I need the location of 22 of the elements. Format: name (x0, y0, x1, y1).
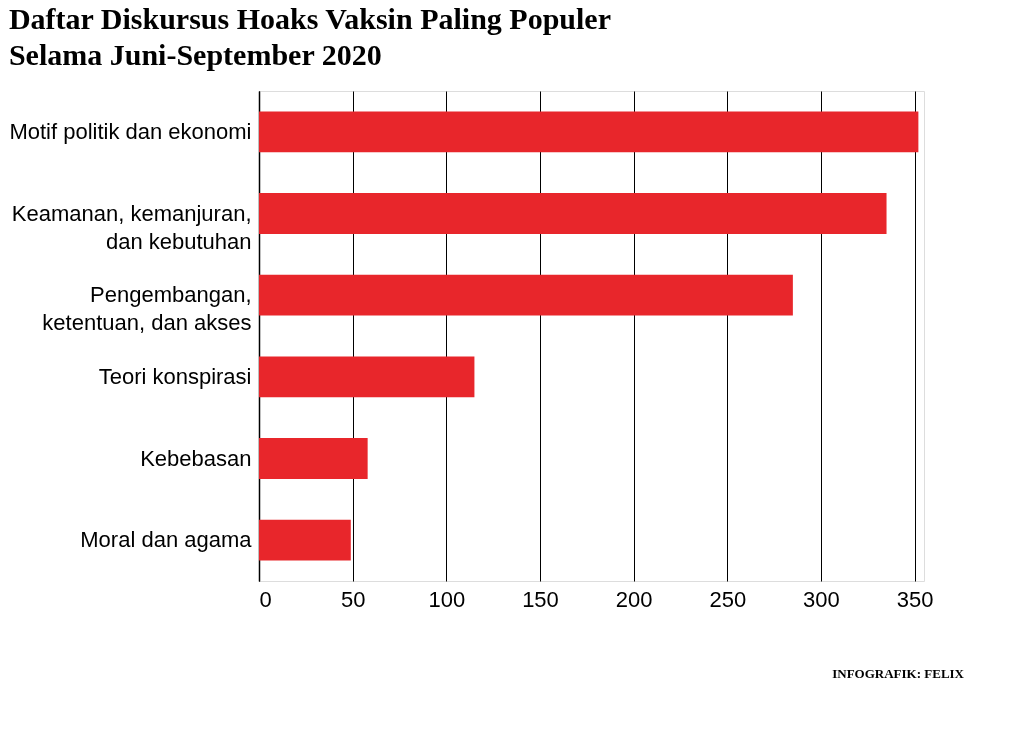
text: INFOGRAFIK: FELIX (832, 666, 965, 681)
x-tick-label: 300 (803, 586, 840, 612)
x-tick-label: 200 (615, 586, 653, 612)
y-tick-label: Keamanan, kemanjuran, dan kebutuhan (11, 200, 252, 254)
bar (259, 356, 475, 398)
bar (259, 519, 351, 561)
x-tick-label: 0 (259, 586, 272, 612)
y-tick-label: Moral dan agama (80, 527, 253, 553)
y-tick-label: Kebebasan (140, 445, 252, 471)
x-tick-label: 350 (896, 586, 934, 612)
x-tick-label: 100 (428, 586, 466, 612)
y-tick-label: Motif politik dan ekonomi (9, 118, 252, 144)
x-tick-label: 150 (522, 586, 559, 612)
bar (259, 274, 793, 316)
x-tick-label: 50 (340, 586, 366, 612)
y-tick-label: Pengembangan, ketentuan, dan akses (42, 282, 252, 336)
chart-title: Daftar Diskursus Hoaks Vaksin Paling Populer Selama Juni-September 2020 (8, 2, 611, 71)
bar (259, 193, 887, 234)
y-tick-label: Teori konspirasi (98, 363, 252, 389)
bar (259, 438, 368, 479)
bar (259, 111, 919, 153)
x-tick-label: 250 (709, 586, 747, 612)
